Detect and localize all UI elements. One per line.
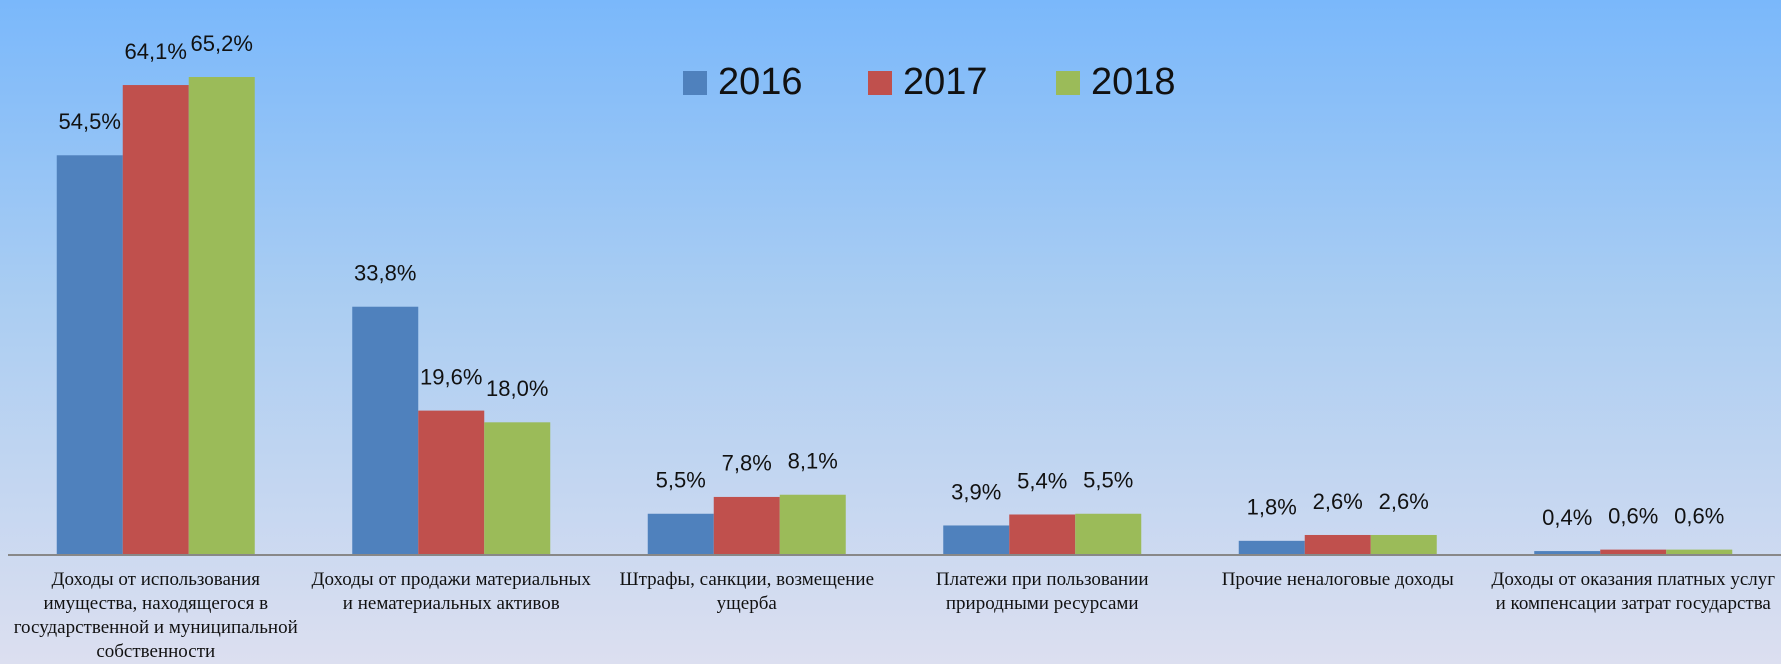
legend-label: 2018 [1091, 61, 1176, 103]
bar [647, 513, 714, 554]
value-label: 54,5% [59, 109, 121, 134]
x-tick-label: Штрафы, санкции, возмещение ущерба [619, 569, 875, 614]
value-label: 0,6% [1674, 503, 1724, 528]
x-tick-label: Доходы от использования имущества, наход… [13, 569, 298, 662]
value-label: 7,8% [722, 451, 772, 476]
value-label: 2,6% [1313, 489, 1363, 514]
x-tick-label: Прочие неналоговые доходы [1221, 569, 1454, 590]
bar [484, 422, 551, 554]
value-label: 64,1% [125, 39, 187, 64]
bar [943, 525, 1010, 554]
bar [1075, 513, 1142, 554]
x-tick-label: Доходы от продажи материальных и нематер… [311, 569, 591, 614]
bar [188, 77, 255, 554]
value-label: 2,6% [1379, 489, 1429, 514]
value-label: 8,1% [788, 449, 838, 474]
bar [418, 410, 485, 554]
value-label: 18,0% [486, 376, 548, 401]
bar [1370, 534, 1437, 554]
legend-swatch [1056, 71, 1080, 95]
bar [1238, 540, 1305, 554]
value-label: 0,4% [1542, 505, 1592, 530]
value-label: 5,5% [656, 468, 706, 493]
value-label: 3,9% [951, 479, 1001, 504]
value-label: 0,6% [1608, 503, 1658, 528]
bar [1600, 549, 1667, 554]
value-label: 5,4% [1017, 468, 1067, 493]
bar [56, 155, 123, 554]
bar [122, 85, 189, 554]
bar [713, 496, 780, 554]
legend-label: 2016 [718, 61, 803, 103]
value-label: 33,8% [354, 261, 416, 286]
value-label: 65,2% [191, 31, 253, 56]
x-tick-label: Доходы от оказания платных услуг и компе… [1491, 569, 1776, 614]
bar [352, 306, 419, 554]
bar [1666, 549, 1733, 554]
value-label: 19,6% [420, 364, 482, 389]
bar [1304, 534, 1371, 554]
bar [1534, 551, 1601, 554]
bar [1009, 514, 1076, 554]
value-label: 5,5% [1083, 468, 1133, 493]
legend-label: 2017 [903, 61, 988, 103]
legend-swatch [868, 71, 892, 95]
legend-swatch [683, 71, 707, 95]
value-label: 1,8% [1247, 495, 1297, 520]
x-tick-label: Платежи при пользовании природными ресур… [935, 569, 1149, 614]
bar [779, 494, 846, 554]
